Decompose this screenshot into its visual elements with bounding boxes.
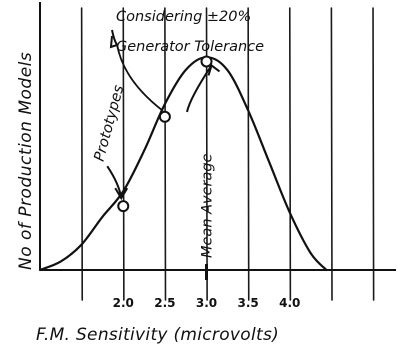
tolerance-arrowhead <box>109 35 118 49</box>
annotation-prototypes: Prototypes <box>92 83 128 163</box>
distribution-curve <box>38 56 328 272</box>
x-tick-label: 2.0 <box>113 296 134 310</box>
curve-layer <box>38 56 328 272</box>
mean-arrow <box>186 64 213 113</box>
mean-arrowhead <box>207 63 221 76</box>
data-point-marker <box>200 55 213 68</box>
grid-line <box>330 7 333 301</box>
annotation-generator-tolerance: Generator Tolerance <box>116 39 264 55</box>
x-tick-label: 3.5 <box>238 296 259 310</box>
x-tick-label: 3.0 <box>196 296 217 310</box>
grid-line <box>80 7 84 301</box>
annotations: Prototypes Considering ±20% Generator Tole… <box>92 9 264 258</box>
x-tick-label: 4.0 <box>279 296 300 310</box>
grid-line <box>247 7 250 301</box>
prototypes-arrowhead <box>114 187 129 201</box>
annotation-considering: Considering ±20% <box>116 9 251 25</box>
tolerance-leader <box>116 43 164 112</box>
grid-line <box>122 7 125 301</box>
grid-line <box>372 7 375 301</box>
annotation-mean-average: Mean Average <box>200 153 216 258</box>
y-axis-title: No of Production Models <box>16 52 36 270</box>
data-point-marker <box>158 110 171 123</box>
grid-line <box>164 7 167 301</box>
grid-line <box>288 7 292 301</box>
data-point-marker <box>117 200 130 213</box>
x-tick-label: 2.5 <box>154 296 175 310</box>
tick-labels: 2.0 2.5 3.0 3.5 4.0 <box>113 296 301 310</box>
axes <box>39 2 396 280</box>
x-axis-title: F.M. Sensitivity (microvolts) <box>36 325 279 345</box>
markers <box>117 55 213 213</box>
